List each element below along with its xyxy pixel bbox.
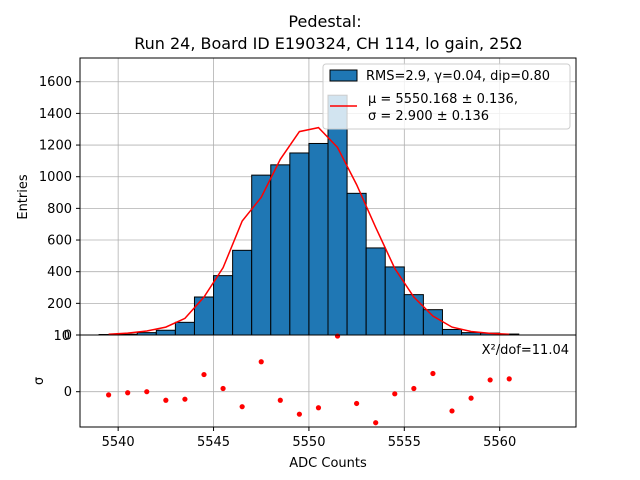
residual-y-axis-label: σ xyxy=(32,377,47,385)
histogram-bar xyxy=(308,142,329,336)
residual-y-ticks: 0 xyxy=(64,385,80,400)
residual-point xyxy=(239,404,245,410)
histogram-bar xyxy=(365,247,386,336)
gaussian-fit-line xyxy=(108,126,510,335)
chi2-annotation: X²/dof=11.04 xyxy=(482,343,569,358)
residual-points xyxy=(106,333,512,426)
legend: RMS=2.9, γ=0.04, dip=0.80 μ = 5550.168 ±… xyxy=(322,63,571,130)
histogram-bar xyxy=(232,249,253,336)
residual-x-ticks: 5540 5545 5550 5555 5560 xyxy=(102,427,516,450)
residual-point xyxy=(354,400,360,407)
histogram-bar xyxy=(289,152,310,336)
residual-point xyxy=(106,392,112,398)
legend-bar-label: RMS=2.9, γ=0.04, dip=0.80 xyxy=(366,69,550,84)
residual-point xyxy=(373,420,379,426)
y-tick-label: 0 xyxy=(64,329,72,344)
histogram-y-axis-label: Entries xyxy=(16,174,31,220)
x-tick-label: 5540 xyxy=(102,435,135,450)
legend-fit-label-line1: μ = 5550.168 ± 0.136, xyxy=(368,92,518,107)
histogram-bar xyxy=(155,329,176,336)
residual-top-tick-label: 10 xyxy=(53,329,70,344)
y-tick-label: 0 xyxy=(64,385,72,400)
x-tick-label: 5550 xyxy=(292,435,325,450)
y-tick-label: 1600 xyxy=(39,75,72,90)
residual-point xyxy=(430,370,436,377)
residual-point xyxy=(258,359,264,365)
histogram-bar xyxy=(193,296,215,336)
residual-point xyxy=(506,376,512,382)
x-tick-label: 5545 xyxy=(197,435,230,450)
histogram-bars xyxy=(98,94,520,336)
residual-point xyxy=(201,371,207,378)
histogram-bar xyxy=(213,275,234,336)
y-tick-label: 800 xyxy=(47,202,72,217)
residual-x-axis-label: ADC Counts xyxy=(289,456,367,471)
histogram-bar xyxy=(270,164,291,336)
residual-grid xyxy=(80,335,576,427)
residual-panel: 5540 5545 5550 5555 5560 0 10 σ ADC Counts X… xyxy=(32,329,577,471)
y-tick-label: 1000 xyxy=(39,170,72,185)
residual-point xyxy=(220,385,226,392)
histogram-bar xyxy=(327,94,348,336)
residual-axes-frame xyxy=(79,334,577,428)
legend-fit-label-line2: σ = 2.900 ± 0.136 xyxy=(368,109,489,124)
residual-point xyxy=(182,396,188,402)
residual-point xyxy=(449,408,455,414)
histogram-bar xyxy=(422,309,443,336)
histogram-bar xyxy=(441,328,463,336)
residual-point xyxy=(411,385,417,392)
histogram-bar xyxy=(346,192,367,336)
histogram-bar xyxy=(174,321,195,336)
residual-point xyxy=(315,405,322,411)
residual-point xyxy=(487,377,493,383)
y-tick-label: 200 xyxy=(47,297,72,312)
residual-point xyxy=(468,395,474,401)
histogram-bar xyxy=(251,174,272,336)
histogram-bar xyxy=(403,294,424,336)
y-tick-label: 1400 xyxy=(39,107,72,122)
x-tick-label: 5560 xyxy=(483,435,516,450)
histogram-y-ticks: 0 200 400 600 800 1000 1200 1400 1600 xyxy=(39,75,80,344)
residual-point xyxy=(163,397,169,403)
residual-point xyxy=(144,389,150,395)
legend-bar-swatch xyxy=(329,69,358,82)
y-tick-label: 1200 xyxy=(39,139,72,154)
chart-title-line2: Run 24, Board ID E190324, CH 114, lo gai… xyxy=(134,34,522,53)
residual-point xyxy=(277,397,283,403)
residual-point xyxy=(296,411,302,417)
residual-point xyxy=(392,391,398,397)
x-tick-label: 5555 xyxy=(388,435,421,450)
y-tick-label: 600 xyxy=(47,234,72,249)
residual-point xyxy=(125,390,131,396)
y-tick-label: 400 xyxy=(47,265,72,280)
legend-box xyxy=(322,63,571,130)
chart-title-line1: Pedestal: xyxy=(288,12,361,31)
residual-point xyxy=(334,333,341,339)
